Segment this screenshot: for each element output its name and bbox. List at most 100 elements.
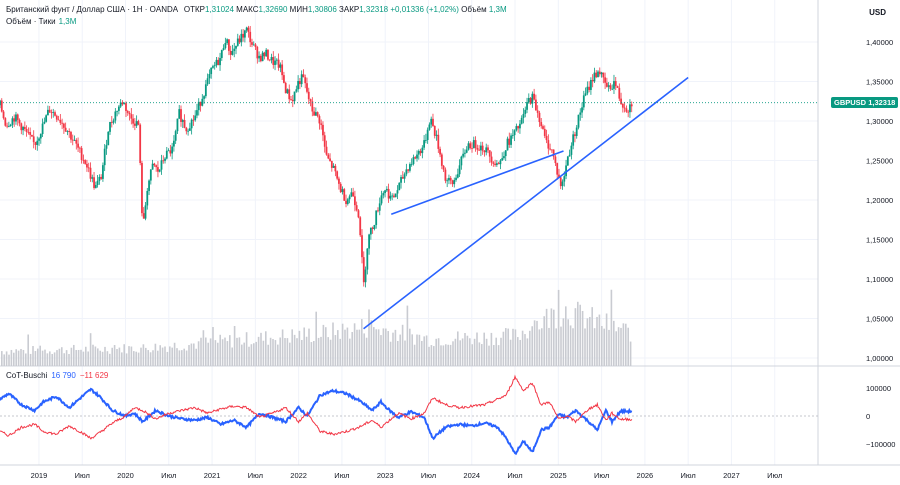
candle-down bbox=[451, 180, 454, 185]
volume-bar bbox=[217, 342, 219, 366]
candle-up bbox=[270, 57, 273, 61]
volume-bar bbox=[421, 340, 423, 366]
candle-down bbox=[345, 200, 347, 204]
candle-down bbox=[78, 147, 81, 149]
candle-down bbox=[242, 33, 245, 38]
price-tick-label: 1,25000 bbox=[866, 157, 893, 166]
currency-label[interactable]: USD bbox=[869, 8, 886, 17]
volume-bar bbox=[377, 329, 380, 366]
candle-up bbox=[187, 130, 189, 132]
candle-up bbox=[190, 119, 193, 129]
candle-down bbox=[141, 163, 143, 214]
volume-legend[interactable]: Объём · Тики 1,3M bbox=[6, 17, 76, 26]
candle-up bbox=[416, 154, 418, 159]
candle-down bbox=[377, 210, 379, 212]
candle-up bbox=[252, 44, 255, 46]
indicator-legend[interactable]: CoT-Buschi 16 790 −11 629 bbox=[6, 371, 108, 380]
candle-up bbox=[265, 49, 268, 57]
volume-bar bbox=[514, 329, 517, 366]
volume-bar bbox=[128, 346, 130, 366]
candle-up bbox=[135, 121, 138, 126]
candle-up bbox=[119, 102, 122, 107]
candle-down bbox=[474, 140, 477, 149]
time-tick-label: 2025 bbox=[550, 471, 567, 480]
volume-bar bbox=[301, 339, 303, 366]
candle-up bbox=[369, 227, 372, 235]
volume-bar bbox=[524, 334, 526, 366]
candle-up bbox=[510, 135, 512, 145]
volume-bar bbox=[625, 323, 627, 366]
volume-bar bbox=[425, 335, 428, 366]
candle-up bbox=[526, 102, 528, 110]
candle-up bbox=[220, 50, 223, 58]
price-tick-label: 1,00000 bbox=[866, 354, 893, 363]
volume-bar bbox=[176, 348, 178, 366]
volume-bar bbox=[385, 328, 387, 366]
candle-down bbox=[157, 167, 159, 172]
volume-bar bbox=[538, 329, 541, 366]
candle-down bbox=[313, 111, 315, 116]
candle-down bbox=[82, 159, 85, 161]
candle-up bbox=[167, 150, 170, 152]
candle-up bbox=[410, 164, 413, 165]
candle-up bbox=[236, 38, 239, 46]
candle-down bbox=[414, 157, 417, 159]
low-label: МИН bbox=[289, 5, 308, 14]
candle-down bbox=[291, 99, 294, 102]
candle-up bbox=[314, 112, 317, 116]
volume-bar bbox=[123, 344, 125, 366]
volume-bar bbox=[447, 344, 449, 366]
candle-up bbox=[499, 160, 502, 165]
candle-up bbox=[378, 203, 381, 211]
volume-bar bbox=[229, 335, 231, 366]
candle-down bbox=[440, 154, 443, 166]
candle-down bbox=[316, 112, 319, 117]
volume-bar bbox=[267, 344, 269, 366]
volume-bar bbox=[190, 343, 193, 366]
candle-down bbox=[393, 195, 395, 198]
candle-down bbox=[62, 123, 65, 128]
candle-down bbox=[476, 148, 479, 150]
volume-bar bbox=[250, 344, 253, 366]
candle-up bbox=[472, 140, 475, 149]
volume-bar bbox=[433, 346, 435, 366]
volume-bar bbox=[161, 347, 164, 366]
volume-bar bbox=[8, 354, 10, 366]
candle-down bbox=[488, 150, 491, 157]
volume-bar bbox=[284, 338, 286, 366]
candle-down bbox=[574, 134, 576, 136]
time-tick-label: Июл bbox=[594, 471, 609, 480]
candle-down bbox=[126, 110, 129, 113]
candle-down bbox=[591, 79, 594, 82]
volume-bar bbox=[562, 318, 565, 366]
candle-up bbox=[426, 129, 429, 141]
candle-down bbox=[2, 111, 5, 119]
volume-bar bbox=[197, 341, 200, 366]
candle-up bbox=[563, 176, 566, 182]
volume-bar bbox=[34, 351, 37, 366]
volume-bar bbox=[293, 334, 296, 366]
candle-down bbox=[556, 163, 559, 175]
candle-down bbox=[508, 138, 511, 145]
volume-bar bbox=[32, 346, 34, 366]
symbol-title[interactable]: Британский фунт / Доллар США · 1Н · OAND… bbox=[6, 5, 178, 14]
candle-down bbox=[497, 163, 500, 165]
volume-bar bbox=[375, 329, 377, 366]
volume-bar bbox=[493, 345, 495, 366]
candle-up bbox=[7, 126, 10, 127]
candle-down bbox=[605, 82, 608, 87]
volume-bar bbox=[145, 347, 147, 366]
candle-up bbox=[600, 72, 603, 75]
volume-bar bbox=[164, 346, 166, 366]
candle-up bbox=[212, 66, 214, 68]
candle-up bbox=[117, 106, 120, 111]
candle-up bbox=[458, 165, 461, 175]
volume-bar bbox=[531, 326, 533, 366]
candle-up bbox=[107, 131, 110, 146]
volume-bar bbox=[517, 337, 519, 366]
candle-down bbox=[185, 127, 188, 132]
candle-up bbox=[428, 124, 431, 130]
candle-down bbox=[439, 148, 441, 155]
candle-up bbox=[409, 164, 411, 171]
